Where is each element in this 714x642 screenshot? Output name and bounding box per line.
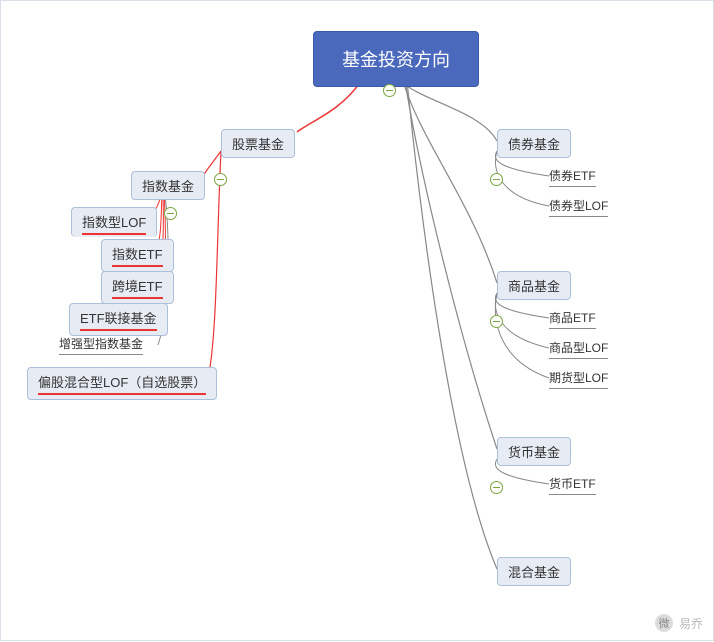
leaf-commodity-lof[interactable]: 商品型LOF [549,339,608,359]
watermark-text: 易乔 [679,615,703,632]
root-node[interactable]: 基金投资方向 [313,31,479,87]
branch-label: 商品基金 [508,279,560,294]
branch-bond[interactable]: 债券基金 [497,129,571,158]
leaf-bond-lof[interactable]: 债券型LOF [549,197,608,217]
wechat-icon: 微 [655,614,673,632]
leaf-label: 商品ETF [549,311,596,325]
leaf-label: 偏股混合型LOF（自选股票） [38,372,206,395]
branch-label: 股票基金 [232,137,284,152]
leaf-label: 指数型LOF [82,212,146,235]
leaf-label: 货币ETF [549,477,596,491]
edge [405,81,497,449]
branch-label: 货币基金 [508,445,560,460]
edge [407,81,497,569]
watermark: 微 易乔 [655,614,703,632]
leaf-label: 增强型指数基金 [59,337,143,351]
edge [403,81,497,283]
branch-commodity[interactable]: 商品基金 [497,271,571,300]
edge [495,293,549,378]
leaf-partial-mix-lof[interactable]: 偏股混合型LOF（自选股票） [27,367,217,400]
leaf-label: 期货型LOF [549,371,608,385]
leaf-money-etf[interactable]: 货币ETF [549,475,596,495]
collapse-icon[interactable] [214,173,227,186]
leaf-etf-link[interactable]: ETF联接基金 [69,303,168,336]
leaf-futures-lof[interactable]: 期货型LOF [549,369,608,389]
collapse-icon[interactable] [490,315,503,328]
leaf-label: ETF联接基金 [80,308,157,331]
collapse-icon[interactable] [383,84,396,97]
branch-index[interactable]: 指数基金 [131,171,205,200]
leaf-cross-etf[interactable]: 跨境ETF [101,271,174,304]
edge [495,293,549,348]
collapse-icon[interactable] [164,207,177,220]
edge [297,81,361,132]
root-label: 基金投资方向 [342,50,450,70]
leaf-label: 跨境ETF [112,276,163,299]
leaf-index-etf[interactable]: 指数ETF [101,239,174,272]
branch-money[interactable]: 货币基金 [497,437,571,466]
branch-stock[interactable]: 股票基金 [221,129,295,158]
leaf-label: 债券ETF [549,169,596,183]
leaf-label: 指数ETF [112,244,163,267]
collapse-icon[interactable] [490,481,503,494]
branch-label: 混合基金 [508,565,560,580]
leaf-bond-etf[interactable]: 债券ETF [549,167,596,187]
edge [401,81,497,141]
edge [495,151,549,206]
leaf-label: 债券型LOF [549,199,608,213]
leaf-commodity-etf[interactable]: 商品ETF [549,309,596,329]
leaf-index-lof[interactable]: 指数型LOF [71,207,157,237]
leaf-enhanced-index[interactable]: 增强型指数基金 [59,335,143,355]
branch-label: 指数基金 [142,179,194,194]
branch-label: 债券基金 [508,137,560,152]
leaf-label: 商品型LOF [549,341,608,355]
collapse-icon[interactable] [490,173,503,186]
branch-mixed[interactable]: 混合基金 [497,557,571,586]
